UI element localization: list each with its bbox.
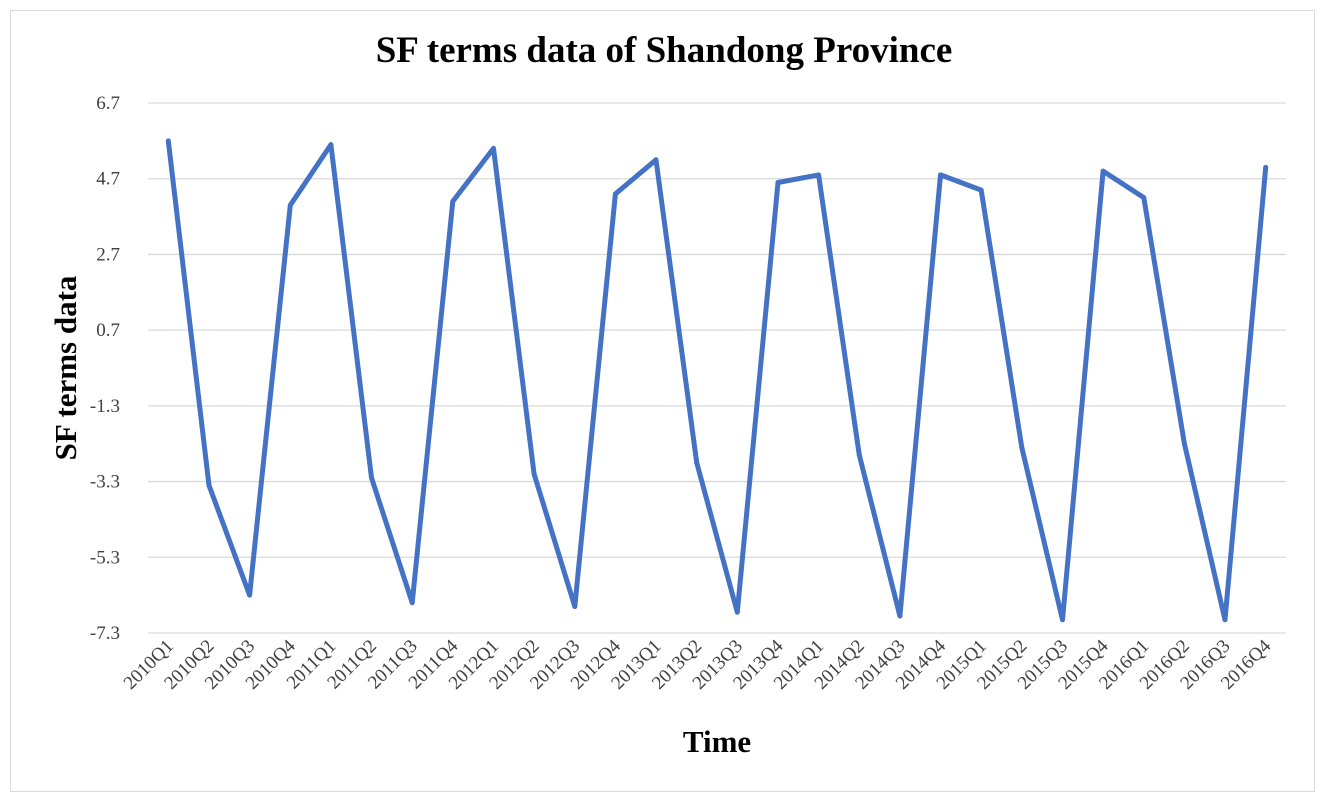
y-tick-label: -3.3 [90,472,120,493]
data-point [491,146,496,151]
y-tick-label: 2.7 [96,244,120,265]
data-point [856,452,862,458]
data-point [1019,445,1025,450]
data-point [775,180,781,185]
data-point [328,142,334,148]
data-point [816,172,822,178]
data-point [165,138,171,144]
y-tick-label: 6.7 [96,93,120,114]
data-point [287,202,293,208]
y-tick-label: 4.7 [96,169,120,190]
x-tick-labels: 2010Q12010Q22010Q32010Q42011Q12011Q22011… [120,635,1276,693]
data-point [897,613,903,619]
x-axis-title: Time [683,724,751,759]
data-point [653,157,659,163]
data-point [938,172,943,178]
data-point [1060,617,1065,623]
series-line [165,138,1269,623]
data-point [450,199,456,204]
data-point [1263,164,1269,170]
data-point [1181,441,1187,447]
data-point [409,600,415,606]
data-point [612,191,618,197]
series-layer [165,138,1269,623]
data-point [206,482,212,488]
data-point [1222,617,1228,623]
data-point [531,471,537,477]
y-tick-labels: 6.7 4.7 2.7 0.7 -1.3 -3.3 -5.3 -7.3 [90,93,120,644]
gridlines [148,102,1286,634]
data-point [734,609,740,615]
y-tick-label: 0.7 [96,320,120,341]
y-axis-title: SF terms data [48,275,83,460]
y-tick-label: -7.3 [90,623,120,644]
y-tick-label: -5.3 [90,547,120,568]
data-point [1141,195,1147,201]
data-point [978,187,984,193]
y-tick-label: -1.3 [90,396,120,417]
chart-title: SF terms data of Shandong Province [376,30,953,71]
data-point [247,592,253,598]
data-point [369,475,374,481]
data-point [572,604,578,609]
data-point [1100,168,1106,174]
data-point [694,460,700,466]
chart-frame [10,10,1315,792]
